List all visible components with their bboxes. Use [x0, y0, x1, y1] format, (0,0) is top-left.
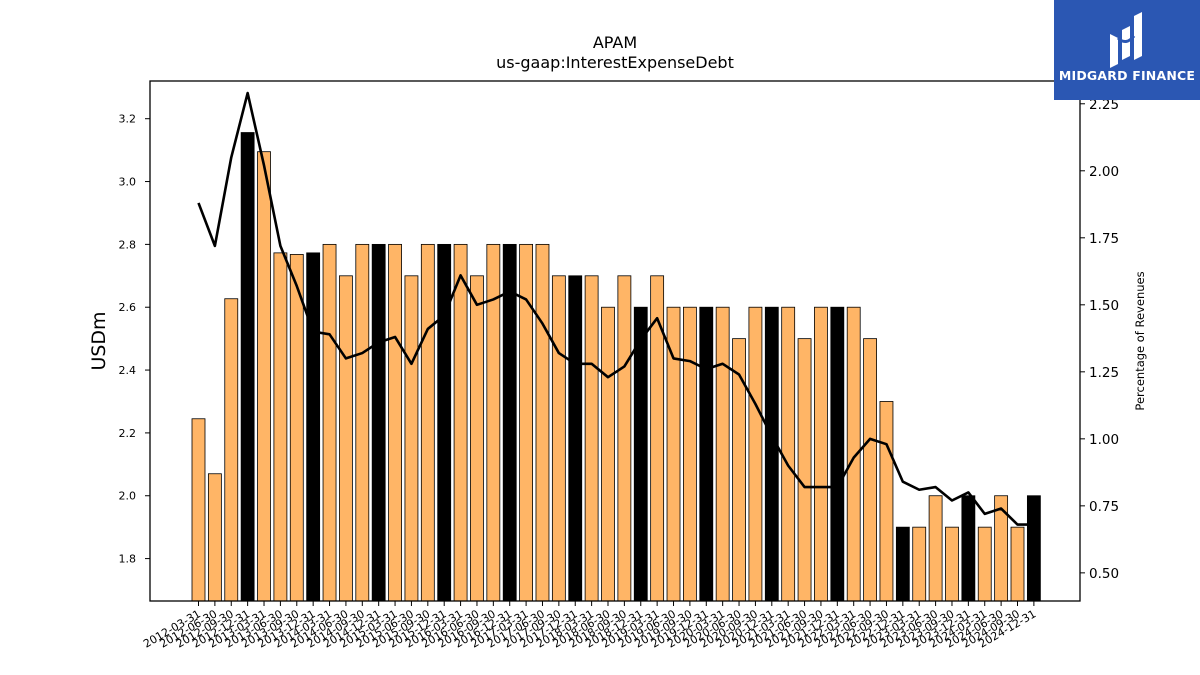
bar: [601, 306, 615, 602]
y2-tick-label: 1.75: [1089, 231, 1119, 247]
bar: [863, 338, 877, 602]
bar: [633, 306, 648, 602]
bar: [289, 254, 304, 602]
y-axis-label: USDm: [88, 311, 110, 370]
bar: [502, 243, 517, 602]
bar: [699, 306, 714, 602]
y-tick-label: 1.8: [119, 553, 137, 566]
bar: [273, 252, 288, 602]
y-tick-label: 2.0: [119, 490, 137, 503]
y-tick-label: 2.2: [119, 427, 137, 440]
x-axis: 2012-03-312012-06-302012-09-302012-12-31…: [141, 601, 1038, 651]
y-tick-label: 3.2: [119, 113, 137, 126]
midgard-logo-icon: [1110, 12, 1142, 68]
plot-frame: [149, 80, 1081, 602]
y-axis-right: 0.50 0.75 1.00 1.25 1.50 1.75 2.00 2.25: [1080, 97, 1119, 582]
y-tick-label: 2.8: [119, 238, 137, 251]
bar: [306, 252, 321, 602]
bar: [895, 526, 910, 602]
y2-tick-label: 1.00: [1089, 432, 1119, 448]
chart-subtitle: us-gaap:InterestExpenseDebt: [496, 53, 734, 72]
bar: [814, 306, 828, 602]
bar: [797, 338, 812, 602]
bar: [912, 526, 927, 602]
bar: [322, 243, 337, 602]
bar: [961, 495, 976, 602]
bar: [715, 306, 730, 602]
y-tick-label: 2.4: [119, 364, 137, 377]
brand-name: MIDGARD FINANCE: [1058, 68, 1196, 83]
bar: [928, 495, 943, 602]
ratio-line: [197, 91, 1034, 526]
bar: [945, 526, 959, 602]
bar: [683, 306, 697, 602]
bar: [568, 275, 583, 602]
bar: [388, 243, 402, 602]
bar: [437, 243, 452, 602]
bar: [240, 132, 255, 602]
y-tick-label: 3.0: [119, 176, 137, 189]
bar: [404, 275, 419, 602]
bar: [879, 401, 894, 602]
bar: [470, 275, 484, 602]
y2-axis-label: Percentage of Revenues: [1133, 271, 1147, 410]
bar: [355, 243, 370, 602]
bar: [977, 526, 992, 602]
bar: [551, 275, 566, 602]
y-axis-left: 1.8 2.0 2.2 2.4 2.6 2.8 3.0 3.2: [119, 113, 150, 566]
bar: [207, 473, 222, 602]
bar: [257, 151, 271, 602]
bar: [830, 306, 845, 602]
bar: [666, 306, 681, 602]
y-tick-label: 2.6: [119, 301, 137, 314]
bar: [420, 243, 435, 602]
bar: [781, 306, 796, 602]
brand-logo: MIDGARD FINANCE: [1054, 0, 1200, 100]
bar: [617, 275, 632, 602]
bar: [339, 275, 353, 602]
bar: [535, 243, 550, 602]
bar: [748, 306, 763, 602]
y2-tick-label: 2.00: [1089, 164, 1119, 180]
bar: [224, 298, 239, 602]
bar: [453, 243, 468, 602]
chart-title: APAM: [593, 33, 637, 52]
bar: [1010, 526, 1025, 602]
bar: [371, 243, 386, 602]
bar: [191, 418, 206, 602]
y2-tick-label: 0.50: [1089, 566, 1119, 582]
y2-tick-label: 1.50: [1089, 298, 1119, 314]
y2-tick-label: 2.25: [1089, 97, 1119, 113]
bars-group: [191, 132, 1041, 602]
bar: [732, 338, 746, 602]
y2-tick-label: 1.25: [1089, 365, 1119, 381]
y2-tick-label: 0.75: [1089, 499, 1119, 515]
bar: [764, 306, 779, 602]
bar: [584, 275, 599, 602]
bar: [1026, 495, 1041, 602]
